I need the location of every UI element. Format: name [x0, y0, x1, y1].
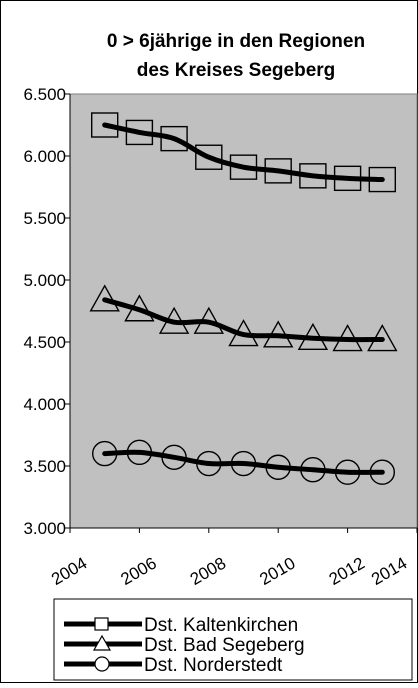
data-point-square — [195, 144, 223, 170]
legend-item: Dst. Kaltenkirchen — [64, 615, 298, 636]
y-tick-label: 6.000 — [23, 147, 66, 166]
data-point-triangle — [124, 294, 155, 322]
legend-label: Dst. Kaltenkirchen — [144, 615, 298, 636]
data-point-circle — [161, 444, 187, 471]
legend-marker — [94, 656, 110, 672]
data-point-circle — [334, 459, 361, 485]
data-point-triangle — [158, 306, 190, 334]
data-point-circle — [126, 439, 153, 466]
legend-label: Dst. Norderstedt — [144, 655, 283, 676]
chart-title-line-1: 0 > 6jährige in den Regionen — [107, 31, 365, 52]
series-square — [90, 112, 396, 193]
data-point-square — [333, 165, 362, 192]
series-line — [102, 122, 385, 183]
y-tick-label: 4.000 — [23, 395, 66, 414]
data-point-triangle — [193, 306, 224, 334]
data-point-square — [264, 158, 292, 184]
y-tick-label: 5.000 — [23, 271, 66, 290]
legend-marker — [94, 617, 109, 631]
data-point-square — [299, 163, 327, 189]
series-triangle — [89, 284, 398, 352]
data-point-square — [229, 154, 258, 180]
y-axis-ticks: 3.000 3.500 4.000 4.500 5.000 5.500 6.000 6.500 — [23, 85, 70, 538]
data-point-circle — [369, 459, 395, 485]
data-point-circle — [91, 440, 118, 467]
series-line — [102, 449, 385, 475]
data-point-circle — [196, 450, 222, 477]
data-point-triangle — [367, 324, 398, 352]
data-point-square — [125, 119, 154, 146]
series-group — [89, 112, 398, 485]
data-point-square — [90, 112, 119, 138]
data-point-circle — [300, 457, 326, 483]
legend-label: Dst. Bad Segeberg — [144, 635, 305, 656]
data-point-square — [368, 166, 396, 193]
y-tick-label: 4.500 — [23, 333, 66, 352]
data-point-triangle — [228, 319, 259, 347]
legend-item: Dst. Bad Segeberg — [64, 634, 305, 656]
data-point-circle — [265, 454, 291, 480]
data-point-square — [160, 125, 188, 152]
y-tick-label: 6.500 — [23, 85, 66, 104]
chart-title-line-2: des Kreises Segeberg — [137, 60, 336, 81]
data-point-triangle — [263, 320, 294, 348]
data-point-triangle — [332, 324, 363, 352]
data-point-circle — [230, 450, 257, 477]
series-circle — [91, 439, 395, 485]
legend-item: Dst. Norderstedt — [64, 655, 283, 676]
data-point-triangle — [89, 284, 120, 312]
legend-marker — [92, 634, 112, 651]
y-tick-label: 3.000 — [23, 519, 66, 538]
y-tick-label: 5.500 — [23, 209, 66, 228]
data-point-triangle — [297, 322, 329, 350]
y-tick-label: 3.500 — [23, 457, 66, 476]
